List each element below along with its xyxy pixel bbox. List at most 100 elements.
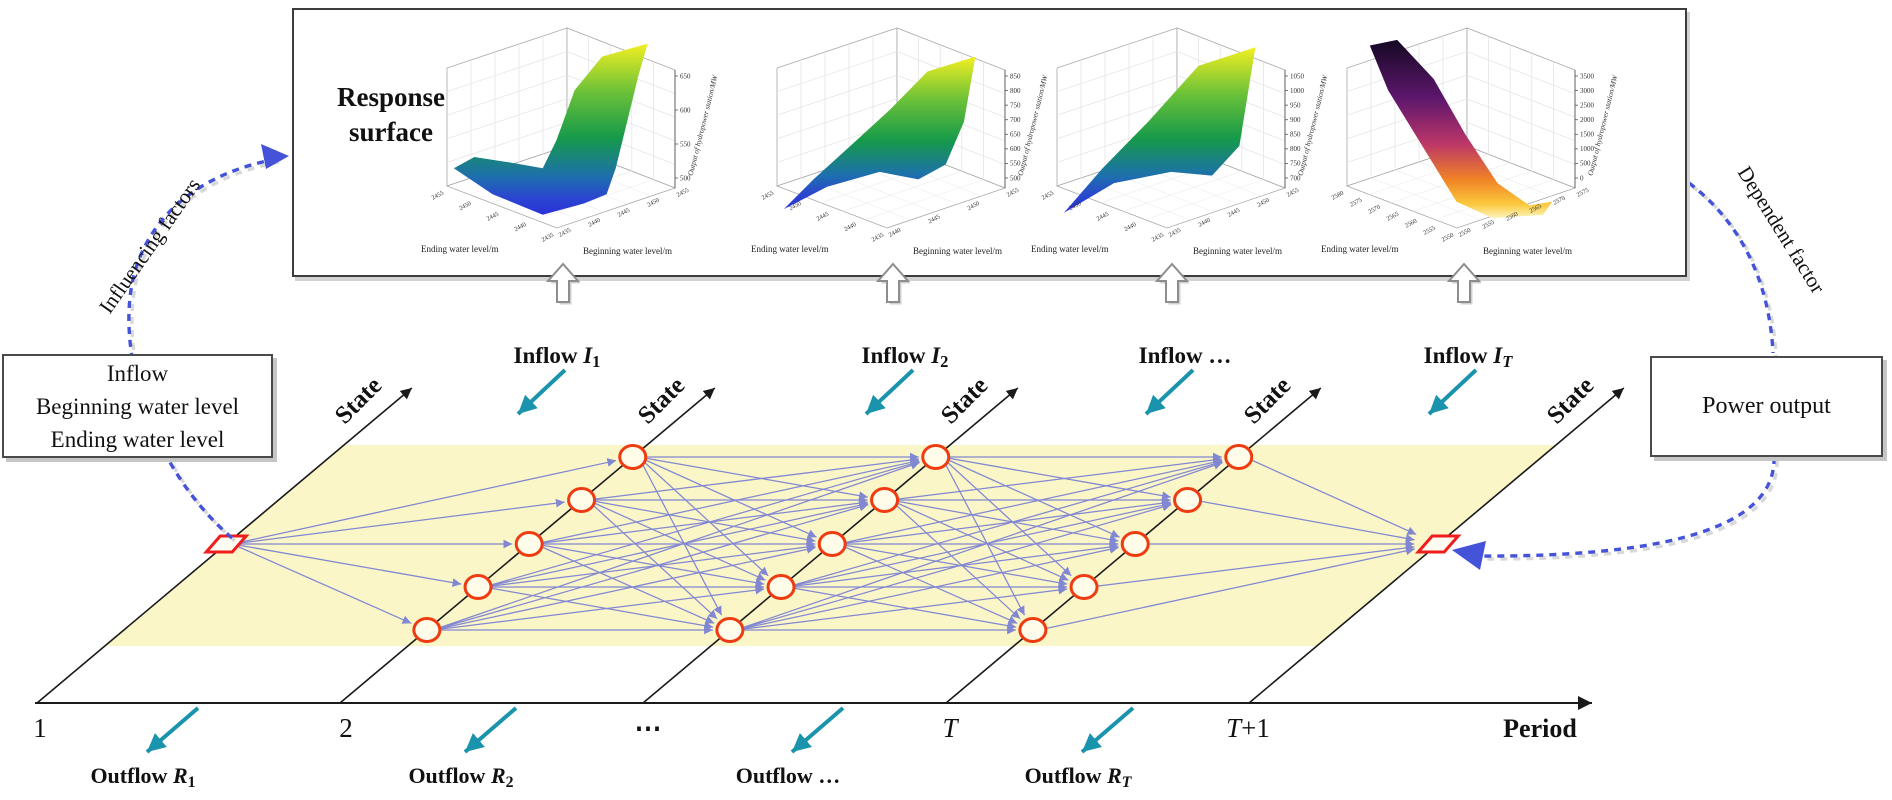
svg-text:2450: 2450 — [646, 197, 660, 209]
state-node — [567, 487, 597, 513]
svg-text:2450: 2450 — [458, 200, 472, 212]
y-axis-label: Beginning water level/m — [913, 246, 1002, 256]
period-tick-label: 2 — [339, 713, 353, 743]
svg-text:2455: 2455 — [676, 187, 690, 199]
surface-mesh — [1369, 39, 1553, 219]
svg-text:2440: 2440 — [1123, 221, 1137, 233]
outflow-label-3: Outflow … — [735, 763, 841, 788]
svg-text:2445: 2445 — [927, 213, 941, 225]
outflow-label-2: Outflow R2 — [408, 763, 514, 791]
svg-text:650: 650 — [1010, 131, 1021, 139]
period-tick-label: ⋯ — [635, 713, 662, 743]
state-node — [921, 444, 951, 470]
svg-text:750: 750 — [1290, 160, 1301, 168]
response-title-line1: Response — [336, 82, 445, 112]
svg-text:2445: 2445 — [1227, 207, 1241, 219]
svg-text:750: 750 — [1010, 101, 1021, 109]
svg-text:2445: 2445 — [1096, 211, 1110, 223]
state-nodes — [412, 444, 1254, 643]
inflow-label-3: Inflow … — [1138, 343, 1232, 368]
state-axis-label: State — [1239, 372, 1296, 429]
surface-plot-4: 3500 3000 2500 2000 1500 1000 500 0 Output of hy… — [1317, 16, 1620, 261]
svg-text:700: 700 — [1010, 116, 1021, 124]
svg-text:2455: 2455 — [1286, 187, 1300, 199]
svg-text:850: 850 — [1290, 131, 1301, 139]
z-axis-label: Output of hydropower station/MW — [686, 73, 717, 176]
surface-plot-1: 650 600 550 500 Output of hydropower station… — [417, 16, 720, 261]
y-axis-label: Beginning water level/m — [1193, 246, 1282, 256]
svg-text:900: 900 — [1290, 116, 1301, 124]
svg-text:2450: 2450 — [966, 200, 980, 212]
svg-text:2575: 2575 — [1576, 187, 1590, 199]
response-title-line2: surface — [349, 117, 433, 147]
state-node — [618, 444, 648, 470]
state-node — [870, 487, 900, 513]
end-state-marker — [1414, 534, 1462, 554]
dashed-arrowhead-left — [261, 144, 289, 169]
svg-text:3000: 3000 — [1580, 87, 1595, 95]
svg-text:2440: 2440 — [587, 217, 601, 229]
state-node — [463, 574, 493, 600]
state-node — [1120, 531, 1150, 557]
svg-text:500: 500 — [1010, 174, 1021, 182]
state-node — [817, 531, 847, 557]
start-state-marker — [202, 534, 250, 554]
flow-arrows — [145, 368, 1478, 754]
x-axis-label: Ending water level/m — [421, 244, 498, 254]
svg-text:2570: 2570 — [1367, 204, 1381, 216]
state-axis-label: State — [936, 372, 993, 429]
y-axis-label: Beginning water level/m — [583, 246, 672, 256]
state-node — [715, 617, 745, 643]
y-axis-label: Beginning water level/m — [1483, 246, 1572, 256]
svg-text:0: 0 — [1580, 174, 1584, 182]
surface-mesh — [1063, 47, 1256, 213]
svg-text:2435: 2435 — [1168, 227, 1182, 239]
svg-text:2455: 2455 — [1006, 187, 1020, 199]
svg-text:650: 650 — [680, 72, 691, 80]
state-axis-label: State — [1542, 372, 1599, 429]
svg-text:2435: 2435 — [871, 232, 885, 244]
svg-text:800: 800 — [1010, 87, 1021, 95]
svg-text:2000: 2000 — [1580, 116, 1595, 124]
state-axis-label: State — [330, 372, 387, 429]
inflow-label-2: Inflow I2 — [861, 343, 949, 372]
svg-text:2435: 2435 — [541, 232, 555, 244]
surface-mesh — [783, 56, 976, 210]
state-node — [514, 531, 544, 557]
response-surface-panel: Response surface 650 600 550 500 Output of h… — [292, 8, 1687, 277]
svg-text:550: 550 — [680, 140, 691, 148]
svg-text:2455: 2455 — [761, 190, 775, 202]
power-output-box: Power output — [1650, 356, 1883, 457]
period-axis-label: Period — [1503, 714, 1577, 743]
svg-text:500: 500 — [680, 174, 691, 182]
left-box-line-beginning: Beginning water level — [35, 394, 240, 419]
svg-text:2550: 2550 — [1458, 227, 1472, 239]
svg-text:3500: 3500 — [1580, 72, 1595, 80]
surface-plot-3: 1050 1000 950 900 850 800 750 700 Output of hydr… — [1027, 16, 1330, 261]
state-node — [1224, 444, 1254, 470]
left-box-line-ending: Ending water level — [50, 427, 225, 452]
svg-text:2455: 2455 — [431, 190, 445, 202]
svg-text:2445: 2445 — [617, 207, 631, 219]
svg-text:2440: 2440 — [513, 221, 527, 233]
svg-text:2440: 2440 — [1197, 217, 1211, 229]
svg-text:1000: 1000 — [1290, 87, 1305, 95]
svg-text:2560: 2560 — [1404, 218, 1418, 230]
period-tick-label: 1 — [33, 713, 47, 743]
x-axis-label: Ending water level/m — [1031, 244, 1108, 254]
svg-text:1500: 1500 — [1580, 131, 1595, 139]
inflow-label-4: Inflow IT — [1423, 343, 1513, 372]
surface-plot-2: 850 800 750 700 650 600 550 500 Output of hydrop… — [747, 16, 1050, 261]
svg-text:2440: 2440 — [843, 221, 857, 233]
svg-text:2445: 2445 — [486, 211, 500, 223]
state-node — [1069, 574, 1099, 600]
inflow-label-1: Inflow I1 — [513, 343, 601, 372]
svg-text:1000: 1000 — [1580, 145, 1595, 153]
dashed-arrowhead-right — [1452, 541, 1486, 570]
svg-text:2555: 2555 — [1422, 225, 1436, 237]
svg-text:1050: 1050 — [1290, 72, 1305, 80]
